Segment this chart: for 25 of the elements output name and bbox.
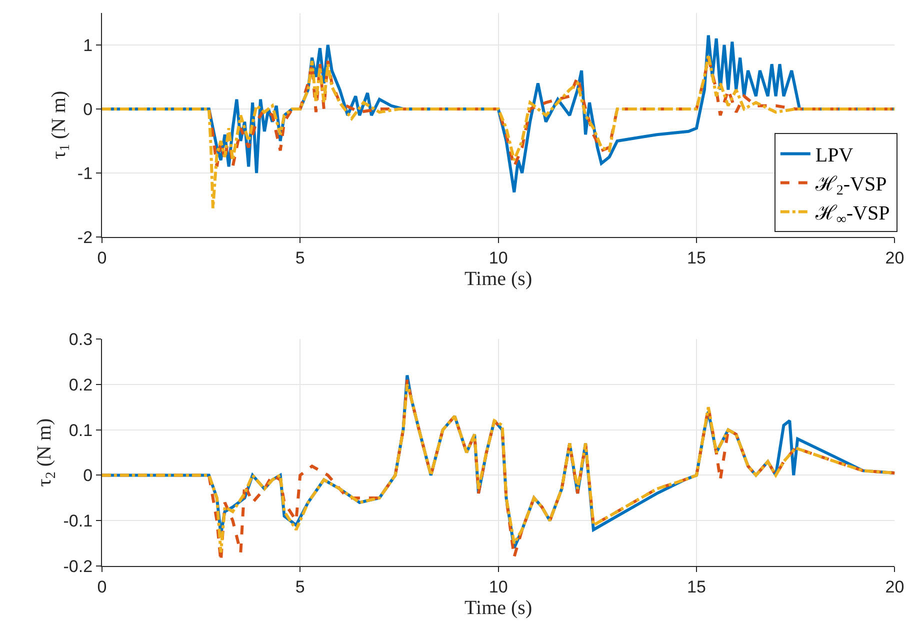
x-axis-title: Time (s)	[464, 268, 532, 290]
y-tick-label: -0.1	[63, 512, 93, 531]
x-tick-label: 5	[295, 577, 305, 596]
y-tick-label: -0.2	[63, 557, 93, 576]
y-tick-label: 0	[83, 466, 93, 486]
y-tick-label: 0	[83, 100, 93, 119]
x-tick-label: 15	[687, 577, 706, 596]
y-tick-label: -1	[77, 164, 93, 183]
x-tick-label: 0	[97, 248, 107, 268]
x-tick-label: 10	[488, 577, 508, 596]
y-tick-label: 0.1	[68, 420, 93, 440]
y-tick-label: 0.3	[68, 330, 93, 349]
legend-label: LPV	[815, 144, 854, 167]
y-tick-label: -2	[77, 228, 93, 248]
legend-label: ℋ$_{2}$-VSP	[814, 174, 887, 199]
x-tick-label: 20	[885, 248, 904, 268]
x-tick-label: 0	[97, 577, 107, 596]
y-tick-label: 1	[83, 36, 93, 55]
x-tick-label: 10	[488, 248, 508, 268]
legend-label: ℋ$_{∞}$-VSP	[814, 202, 890, 228]
x-axis-title: Time (s)	[464, 596, 532, 619]
x-tick-label: 15	[687, 248, 706, 268]
x-tick-label: 5	[295, 248, 305, 268]
y-tick-label: 0.2	[68, 375, 93, 394]
x-tick-label: 20	[885, 577, 904, 596]
